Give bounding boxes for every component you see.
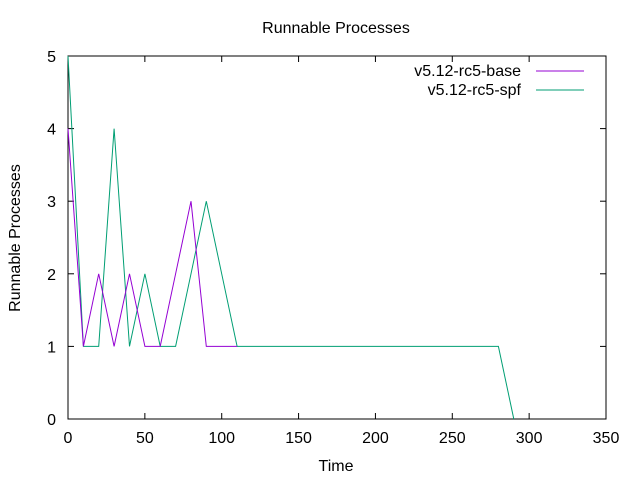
- x-tick-label: 200: [362, 430, 389, 447]
- x-tick-label: 300: [516, 430, 543, 447]
- x-tick-label: 350: [593, 430, 620, 447]
- y-tick-label: 5: [47, 49, 56, 66]
- x-tick-label: 50: [136, 430, 154, 447]
- y-axis-label: Runnable Processes: [7, 164, 24, 312]
- y-tick-label: 2: [47, 267, 56, 284]
- x-tick-label: 150: [285, 430, 312, 447]
- legend-label: v5.12-rc5-spf: [428, 82, 522, 99]
- y-tick-label: 1: [47, 339, 56, 356]
- x-tick-label: 250: [439, 430, 466, 447]
- x-tick-label: 100: [208, 430, 235, 447]
- legend: v5.12-rc5-base v5.12-rc5-spf: [414, 63, 584, 99]
- series-line-v5.12-rc5-spf: [67, 55, 515, 420]
- plot-border: [67, 55, 607, 420]
- x-axis-label: Time: [319, 458, 354, 475]
- y-tick-label: 4: [47, 122, 56, 139]
- y-tick-label: 3: [47, 194, 56, 211]
- x-tick-label: 0: [64, 430, 73, 447]
- legend-label: v5.12-rc5-base: [414, 63, 521, 80]
- chart-title: Runnable Processes: [262, 20, 410, 37]
- y-tick-label: 0: [47, 412, 56, 429]
- series-line-v5.12-rc5-base: [67, 128, 238, 347]
